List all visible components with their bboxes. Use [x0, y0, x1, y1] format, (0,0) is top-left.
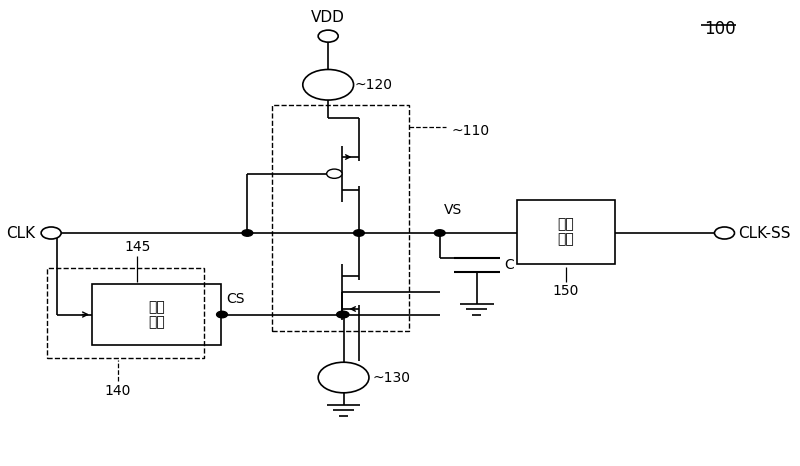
- Circle shape: [434, 230, 445, 236]
- Text: 电路: 电路: [148, 315, 165, 329]
- Circle shape: [354, 230, 364, 236]
- Bar: [47, 268, 203, 358]
- Circle shape: [318, 362, 369, 393]
- Text: 145: 145: [124, 240, 150, 254]
- Text: 100: 100: [705, 20, 736, 38]
- Circle shape: [302, 69, 354, 100]
- Text: ~110: ~110: [451, 123, 490, 137]
- Circle shape: [318, 30, 338, 42]
- Text: CLK: CLK: [6, 226, 36, 240]
- Text: CLK-SS: CLK-SS: [738, 226, 791, 240]
- Text: VS: VS: [444, 203, 462, 217]
- Circle shape: [242, 230, 253, 236]
- Bar: [92, 284, 222, 345]
- Circle shape: [714, 227, 734, 239]
- Text: 140: 140: [105, 384, 130, 397]
- Text: 控制: 控制: [148, 300, 165, 314]
- Bar: [517, 199, 615, 265]
- Circle shape: [217, 311, 227, 318]
- Bar: [272, 105, 409, 331]
- Text: ~120: ~120: [354, 78, 392, 92]
- Text: VDD: VDD: [311, 9, 345, 25]
- Text: ~130: ~130: [373, 370, 411, 384]
- Circle shape: [338, 311, 349, 318]
- Text: 150: 150: [553, 284, 579, 298]
- Circle shape: [41, 227, 61, 239]
- Text: 整形: 整形: [558, 218, 574, 232]
- Text: 电路: 电路: [558, 233, 574, 247]
- Circle shape: [337, 311, 347, 318]
- Circle shape: [326, 169, 342, 178]
- Text: C: C: [504, 259, 514, 273]
- Text: CS: CS: [226, 292, 244, 306]
